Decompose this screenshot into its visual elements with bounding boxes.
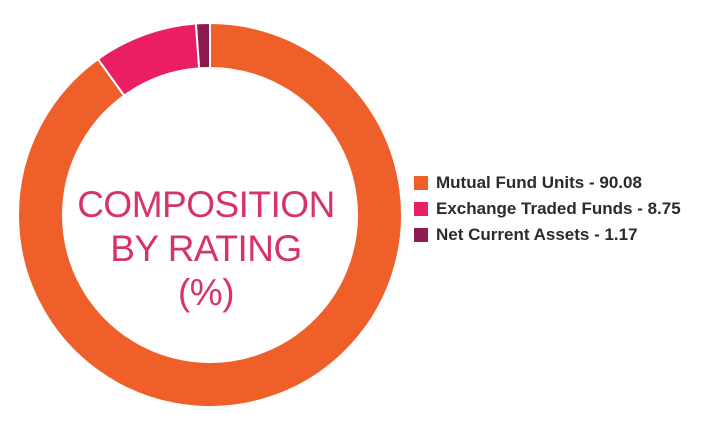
legend-label-net-current-assets: Net Current Assets - 1.17: [436, 225, 638, 244]
center-title-line-2: BY RATING: [110, 228, 302, 269]
legend-label-mutual-fund-units: Mutual Fund Units - 90.08: [436, 173, 642, 192]
legend-swatch-net-current-assets: [414, 228, 428, 242]
legend-item-exchange-traded-funds: Exchange Traded Funds - 8.75: [414, 196, 681, 222]
legend-label-exchange-traded-funds: Exchange Traded Funds - 8.75: [436, 199, 681, 218]
slice-net-current-assets: [194, 21, 211, 70]
legend-item-mutual-fund-units: Mutual Fund Units - 90.08: [414, 170, 681, 196]
legend-item-net-current-assets: Net Current Assets - 1.17: [414, 222, 681, 248]
chart-center-title: COMPOSITION BY RATING (%): [61, 183, 351, 315]
chart-legend: Mutual Fund Units - 90.08 Exchange Trade…: [414, 170, 681, 248]
legend-swatch-exchange-traded-funds: [414, 202, 428, 216]
center-title-line-3: (%): [177, 272, 235, 313]
center-title-line-1: COMPOSITION: [77, 184, 335, 225]
legend-swatch-mutual-fund-units: [414, 176, 428, 190]
slice-mutual-fund-units: [17, 21, 403, 408]
